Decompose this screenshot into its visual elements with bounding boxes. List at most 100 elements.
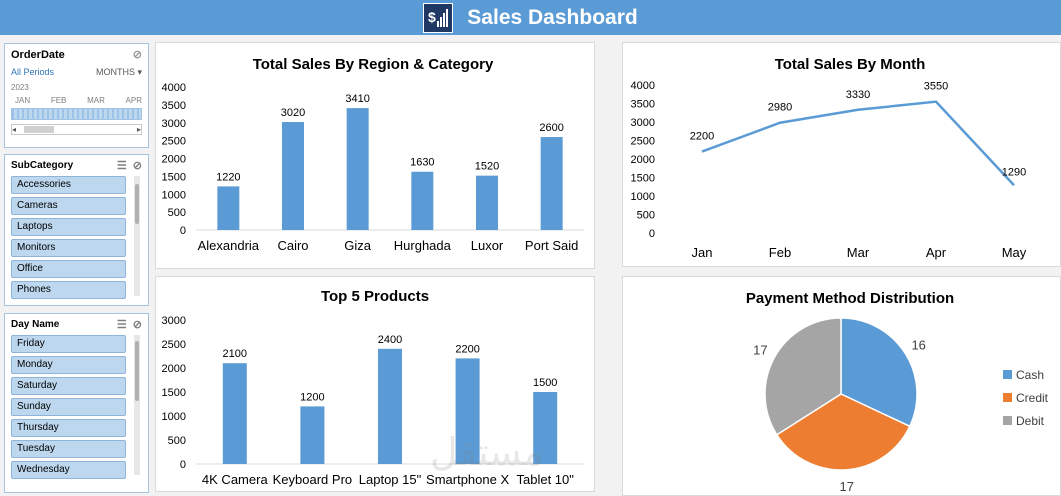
x-tick-label: Luxor [471, 238, 504, 253]
x-tick-label: Cairo [277, 238, 308, 253]
data-label: 16 [911, 338, 925, 353]
slicer-scrollbar[interactable] [134, 176, 140, 296]
slicer-item[interactable]: Monitors [11, 239, 126, 257]
data-label: 2100 [223, 348, 247, 360]
data-label: 1220 [216, 171, 240, 183]
data-label: 3020 [281, 107, 305, 119]
slicer-item[interactable]: Laptops [11, 218, 126, 236]
timeline-month: JAN [15, 96, 31, 105]
timeline-months: JAN FEB MAR APR [5, 92, 148, 105]
data-label: 1200 [300, 391, 324, 403]
scroll-right-icon[interactable]: ▸ [136, 125, 141, 134]
y-tick-label: 0 [180, 459, 186, 471]
scroll-thumb[interactable] [135, 341, 139, 401]
x-tick-label: Laptop 15" [359, 472, 422, 487]
timeline-range-bar[interactable] [11, 108, 142, 120]
x-tick-label: 4K Camera [202, 472, 269, 487]
slicer-item[interactable]: Friday [11, 335, 126, 353]
data-label: 2400 [378, 334, 402, 346]
subcategory-slicer: SubCategory ☰ ⊘ Accessories Cameras Lapt… [4, 154, 149, 306]
scroll-thumb[interactable] [135, 184, 139, 224]
dollar-chart-icon: $ [423, 2, 454, 33]
clear-filter-icon[interactable]: ⊘ [132, 49, 142, 61]
series-line[interactable] [701, 100, 1015, 187]
data-label: 2200 [455, 343, 479, 355]
bar[interactable] [378, 348, 402, 464]
y-tick-label: 1000 [631, 191, 655, 203]
multi-select-icon[interactable]: ☰ [116, 160, 127, 172]
bar[interactable] [282, 122, 304, 230]
x-tick-label: Keyboard Pro [273, 472, 353, 487]
monthly-sales-chart: Total Sales By Month 0 500 1000 1500 2000 2500… [622, 42, 1061, 267]
timeline-unit-dropdown[interactable]: MONTHS ▾ [95, 67, 142, 77]
y-tick-label: 2000 [631, 154, 655, 166]
timeline-scrollbar[interactable]: ◂ ▸ [11, 124, 142, 135]
data-label: 2980 [768, 102, 792, 114]
x-tick-label: May [1002, 245, 1027, 260]
pie-slice[interactable] [775, 393, 911, 471]
bar[interactable] [476, 175, 498, 230]
slicer-item[interactable]: Cameras [11, 197, 126, 215]
bar[interactable] [533, 392, 558, 464]
orderdate-timeline[interactable]: OrderDate ⊘ All Periods MONTHS ▾ 2023 JA… [4, 43, 149, 148]
payment-method-svg: Payment Method Distribution 16 17 17 Cash Cre… [746, 290, 1049, 494]
legend-swatch [1003, 416, 1012, 425]
scroll-thumb[interactable] [24, 126, 54, 133]
data-label: 17 [840, 479, 854, 494]
legend-label: Credit [1016, 391, 1049, 405]
y-tick-label: 0 [649, 228, 655, 240]
x-tick-label: Feb [769, 245, 791, 260]
top-products-chart: Top 5 Products 0 500 1000 1500 2000 2500 3000 21… [155, 276, 595, 492]
legend-swatch [1003, 393, 1012, 402]
slicer-item[interactable]: Office [11, 260, 126, 278]
pie-slice[interactable] [840, 317, 918, 428]
slicer-item[interactable]: Monday [11, 356, 126, 374]
multi-select-icon[interactable]: ☰ [116, 319, 127, 331]
y-tick-label: 1000 [162, 189, 186, 201]
clear-filter-icon[interactable]: ⊘ [132, 319, 142, 331]
x-tick-label: Smartphone X [426, 472, 509, 487]
data-label: 2600 [539, 122, 563, 134]
bar[interactable] [217, 186, 240, 230]
bar[interactable] [300, 406, 325, 464]
bar[interactable] [411, 171, 434, 230]
svg-text:$: $ [428, 9, 436, 25]
slicer-item[interactable]: Tuesday [11, 440, 126, 458]
slicer-item[interactable]: Phones [11, 281, 126, 299]
clear-filter-icon[interactable]: ⊘ [132, 160, 142, 172]
x-tick-label: Apr [926, 245, 947, 260]
y-tick-label: 2000 [162, 363, 186, 375]
timeline-periods: All Periods [11, 67, 55, 77]
bar[interactable] [222, 363, 247, 464]
y-tick-label: 1500 [162, 387, 186, 399]
chart-title: Payment Method Distribution [746, 290, 954, 307]
slicer-item[interactable]: Wednesday [11, 461, 126, 479]
slicer-item[interactable]: Saturday [11, 377, 126, 395]
y-tick-label: 2500 [162, 339, 186, 351]
timeline-month: APR [125, 96, 142, 105]
bar[interactable] [540, 137, 563, 230]
data-label: 3550 [924, 81, 948, 93]
slicer-item[interactable]: Sunday [11, 398, 126, 416]
data-label: 1290 [1002, 166, 1026, 178]
bar[interactable] [346, 108, 369, 230]
data-label: 1520 [475, 161, 499, 173]
x-tick-label: Jan [692, 245, 713, 260]
y-tick-label: 3000 [631, 117, 655, 129]
pie-slice[interactable] [764, 317, 842, 436]
legend-label: Cash [1016, 368, 1044, 382]
y-tick-label: 500 [637, 210, 655, 222]
slicer-scrollbar[interactable] [134, 335, 140, 475]
slicer-item[interactable]: Accessories [11, 176, 126, 194]
bar[interactable] [455, 358, 480, 464]
data-label: 3410 [345, 93, 369, 105]
x-tick-label: Mar [847, 245, 870, 260]
data-label: 3330 [846, 89, 870, 101]
top-products-svg: Top 5 Products 0 500 1000 1500 2000 2500 3000 21… [162, 288, 584, 487]
slicer-item[interactable]: Thursday [11, 419, 126, 437]
y-tick-label: 2000 [162, 154, 186, 166]
timeline-year: 2023 [11, 83, 29, 92]
scroll-left-icon[interactable]: ◂ [12, 125, 17, 134]
chart-title: Total Sales By Month [775, 56, 926, 73]
monthly-sales-svg: Total Sales By Month 0 500 1000 1500 2000 2500… [631, 56, 1027, 260]
